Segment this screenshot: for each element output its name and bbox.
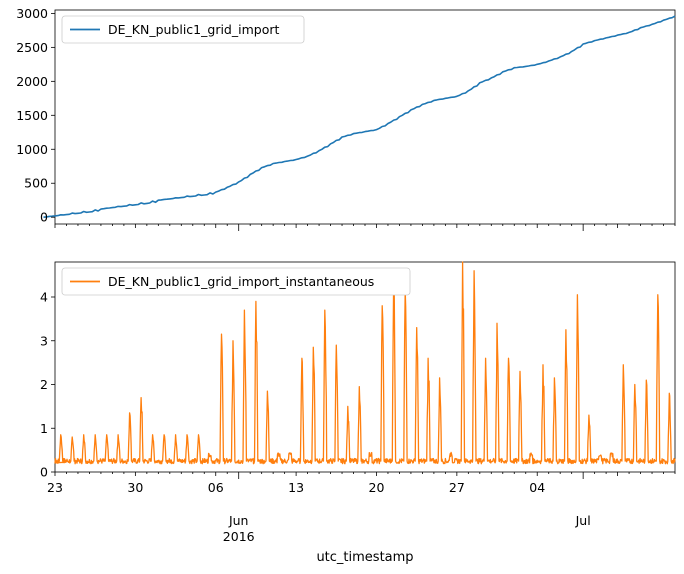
y-tick-label: 1000: [16, 142, 48, 157]
month-label: 2016: [223, 529, 255, 544]
top-x-ticks: [54, 224, 676, 231]
y-tick-label: 3: [40, 333, 48, 348]
bottom-legend: DE_KN_public1_grid_import_instantaneous: [61, 267, 411, 296]
month-label: Jul: [575, 513, 591, 528]
x-tick-label: 27: [449, 480, 465, 495]
bottom-y-axis: 0 1 2 3 4: [40, 290, 55, 480]
month-label: Jun: [228, 513, 249, 528]
x-tick-label: 06: [208, 480, 224, 495]
top-plot-area: [43, 15, 676, 218]
series-line-grid-import: [43, 15, 676, 218]
y-tick-label: 1: [40, 421, 48, 436]
top-legend-box: [61, 15, 305, 44]
bottom-legend-label: DE_KN_public1_grid_import_instantaneous: [108, 274, 374, 289]
top-plot-frame: [54, 9, 676, 225]
x-tick-label: 30: [127, 480, 143, 495]
x-tick-label: 23: [47, 480, 63, 495]
y-tick-label: 2000: [16, 74, 48, 89]
y-tick-label: 1500: [16, 108, 48, 123]
top-panel: 0 500 1000 1500 2000 2500 3000 DE_KN_public1_g…: [16, 6, 676, 231]
y-tick-label: 500: [24, 176, 48, 191]
x-axis-label: utc_timestamp: [316, 550, 413, 565]
y-tick-label: 2: [40, 377, 48, 392]
top-legend: DE_KN_public1_grid_import: [61, 15, 305, 44]
y-tick-label: 2500: [16, 40, 48, 55]
y-tick-label: 0: [40, 210, 48, 225]
x-tick-label: 04: [529, 480, 545, 495]
x-tick-label: 13: [288, 480, 304, 495]
y-tick-label: 4: [40, 290, 48, 305]
top-y-axis: 0 500 1000 1500 2000 2500 3000: [16, 6, 55, 225]
y-tick-label: 0: [40, 465, 48, 480]
series-line-grid-import-instantaneous: [54, 261, 676, 465]
bottom-legend-box: [61, 267, 411, 296]
y-tick-label: 3000: [16, 6, 48, 21]
x-tick-label: 20: [369, 480, 385, 495]
bottom-plot-frame: [54, 261, 676, 473]
top-legend-label: DE_KN_public1_grid_import: [108, 22, 279, 37]
bottom-plot-area: [54, 261, 676, 465]
bottom-x-ticks: 23 30 06 13 20 27 04: [47, 472, 676, 495]
